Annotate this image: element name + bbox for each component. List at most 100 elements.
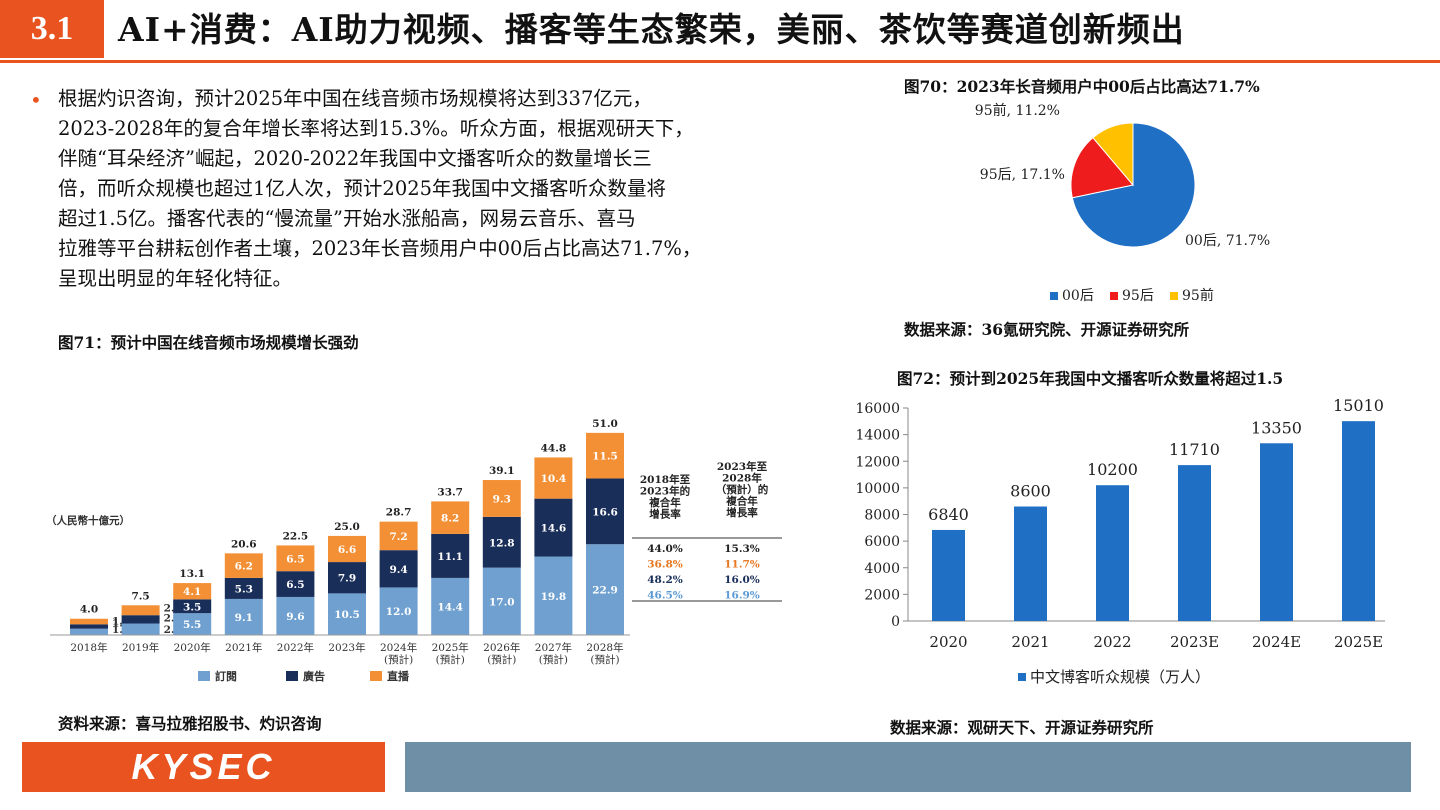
pie-data-label: 00后, 71.7% — [1185, 233, 1270, 249]
stack-bar-segment — [276, 571, 315, 597]
x-tick-label: 2023年 — [328, 641, 365, 654]
stack-bar-segment — [482, 480, 521, 517]
bar-value-label: 8600 — [1010, 482, 1051, 501]
bar-total-label: 20.6 — [231, 538, 257, 550]
legend-label: 直播 — [387, 669, 410, 683]
segment-value-label: 5.5 — [183, 619, 201, 631]
legend-label: 95前 — [1182, 287, 1214, 304]
legend-swatch — [1170, 292, 1178, 300]
stack-bar-segment — [379, 521, 418, 551]
bar-value-label: 13350 — [1251, 418, 1302, 437]
fig70-caption: 图70：2023年长音频用户中00后占比高达71.7% — [904, 77, 1260, 96]
segment-value-label: 11.5 — [592, 451, 618, 463]
y-tick-label: 12000 — [855, 454, 900, 470]
segment-value-label: 5.3 — [235, 583, 253, 595]
table-cell: 48.2% — [647, 574, 683, 586]
legend-label: 00后 — [1062, 288, 1094, 304]
legend-swatch — [286, 671, 298, 681]
bullet-paragraph: 根据灼识咨询，预计2025年中国在线音频市场规模将达到337亿元， 2023-2… — [58, 84, 818, 294]
x-tick-label: 2025E — [1334, 633, 1383, 651]
pie-data-label: 95后, 17.1% — [980, 167, 1065, 183]
fig71-source: 资料来源：喜马拉雅招股书、灼识咨询 — [58, 714, 322, 733]
x-tick-label: 2018年 — [70, 641, 107, 654]
table-cell: 16.0% — [724, 574, 760, 586]
stack-bar-segment — [482, 516, 521, 568]
segment-value-label: 9.1 — [235, 612, 253, 624]
stack-bar-segment — [276, 545, 315, 572]
bar-total-label: 39.1 — [489, 465, 515, 477]
stack-bar-segment — [121, 605, 160, 616]
bar-total-label: 44.8 — [541, 442, 567, 454]
y-tick-label: 6000 — [864, 534, 900, 550]
stack-bar-segment — [173, 599, 212, 614]
bullet-line: 倍，而听众规模也超过1亿人次，预计2025年我国中文播客听众数量将 — [58, 177, 667, 200]
stack-bar-segment — [121, 615, 160, 624]
x-tick-label: 2020 — [929, 633, 967, 651]
stack-bar-segment — [224, 598, 263, 635]
segment-value-label: 6.6 — [338, 544, 356, 556]
bullet-line: 超过1.5亿。播客代表的“慢流量”开始水涨船高，网易云音乐、喜马 — [58, 207, 636, 230]
segment-value-label: 12.0 — [386, 606, 412, 618]
bar — [1260, 443, 1293, 621]
stack-bar-segment — [534, 498, 573, 557]
segment-value-label: 22.9 — [592, 585, 618, 597]
x-tick-label: 2024年(預計) — [380, 641, 417, 666]
bar — [1178, 465, 1211, 621]
stack-bar-segment — [328, 535, 366, 563]
segment-value-label: 12.8 — [489, 537, 515, 549]
segment-value-label: 16.6 — [592, 506, 618, 518]
stack-bar-segment — [173, 583, 212, 600]
bullet-line: 2023-2028年的复合年增长率将达到15.3%。听众方面，根据观研天下， — [58, 117, 694, 140]
footer-bar — [405, 742, 1411, 792]
x-tick-label: 2025年(預計) — [432, 641, 469, 666]
footer-logo-box — [22, 742, 385, 792]
bullet-line: 拉雅等平台耕耘创作者土壤，2023年长音频用户中00后占比高达71.7%， — [58, 237, 702, 260]
stack-bar-segment — [431, 501, 470, 534]
fig70-source: 数据来源：36氪研究院、开源证券研究所 — [904, 320, 1190, 339]
stack-bar-segment — [121, 623, 160, 635]
segment-value-label: 10.4 — [541, 473, 567, 485]
bar-value-label: 11710 — [1169, 440, 1220, 459]
legend-swatch — [198, 671, 210, 681]
table-cell: 11.7% — [724, 559, 760, 571]
x-tick-label: 2026年(預計) — [483, 641, 520, 666]
legend-swatch — [1050, 292, 1058, 300]
segment-value-label: 6.2 — [235, 561, 253, 573]
segment-value-label: 4.1 — [183, 586, 201, 598]
stack-bar-segment — [586, 432, 624, 479]
bar-value-label: 10200 — [1087, 460, 1138, 479]
fig72-source: 数据来源：观研天下、开源证券研究所 — [890, 718, 1154, 737]
legend-label: 中文博客听众规模（万人） — [1030, 668, 1210, 686]
bullet-line: 根据灼识咨询，预计2025年中国在线音频市场规模将达到337亿元， — [58, 87, 652, 110]
segment-value-label: 7.9 — [338, 573, 356, 585]
table-header: 2023年至 2028年（預計）的複合年增長率 — [716, 460, 769, 519]
pie-data-label: 95前, 11.2% — [975, 102, 1060, 119]
table-header: 2018年至 2023年的複合年增長率 — [640, 473, 691, 521]
unit-label: （人民幣十億元） — [46, 514, 130, 527]
x-tick-label: 2024E — [1252, 633, 1301, 651]
x-tick-label: 2021 — [1011, 633, 1049, 651]
section-number-badge: 3.1 — [0, 0, 104, 58]
legend-label: 訂閱 — [215, 669, 237, 683]
bar-total-label: 4.0 — [80, 604, 98, 616]
stack-bar-segment — [534, 556, 573, 635]
legend-label: 廣告 — [303, 669, 325, 683]
stack-bar-segment — [431, 533, 470, 578]
y-tick-label: 2000 — [864, 587, 900, 603]
legend-label: 95后 — [1122, 288, 1154, 304]
stack-bar-segment — [482, 567, 521, 635]
segment-value-label: 11.1 — [437, 551, 463, 563]
legend-swatch — [370, 671, 382, 681]
bar-total-label: 7.5 — [131, 590, 149, 602]
pie-slice — [1070, 137, 1134, 199]
legend-swatch — [1110, 292, 1118, 300]
y-tick-label: 10000 — [855, 481, 900, 497]
stack-bar-segment — [379, 587, 418, 635]
segment-value-label: 17.0 — [489, 596, 515, 608]
segment-value-label: 3.5 — [183, 601, 201, 613]
fig72-bar-chart: 0 2000 4000 6000 8000 10000 12000 14000 16000 684… — [855, 396, 1385, 686]
stack-bar-segment — [328, 562, 366, 594]
bar-total-label: 51.0 — [592, 418, 618, 430]
bar-total-label: 28.7 — [386, 507, 412, 519]
stack-bar-segment — [70, 628, 108, 635]
